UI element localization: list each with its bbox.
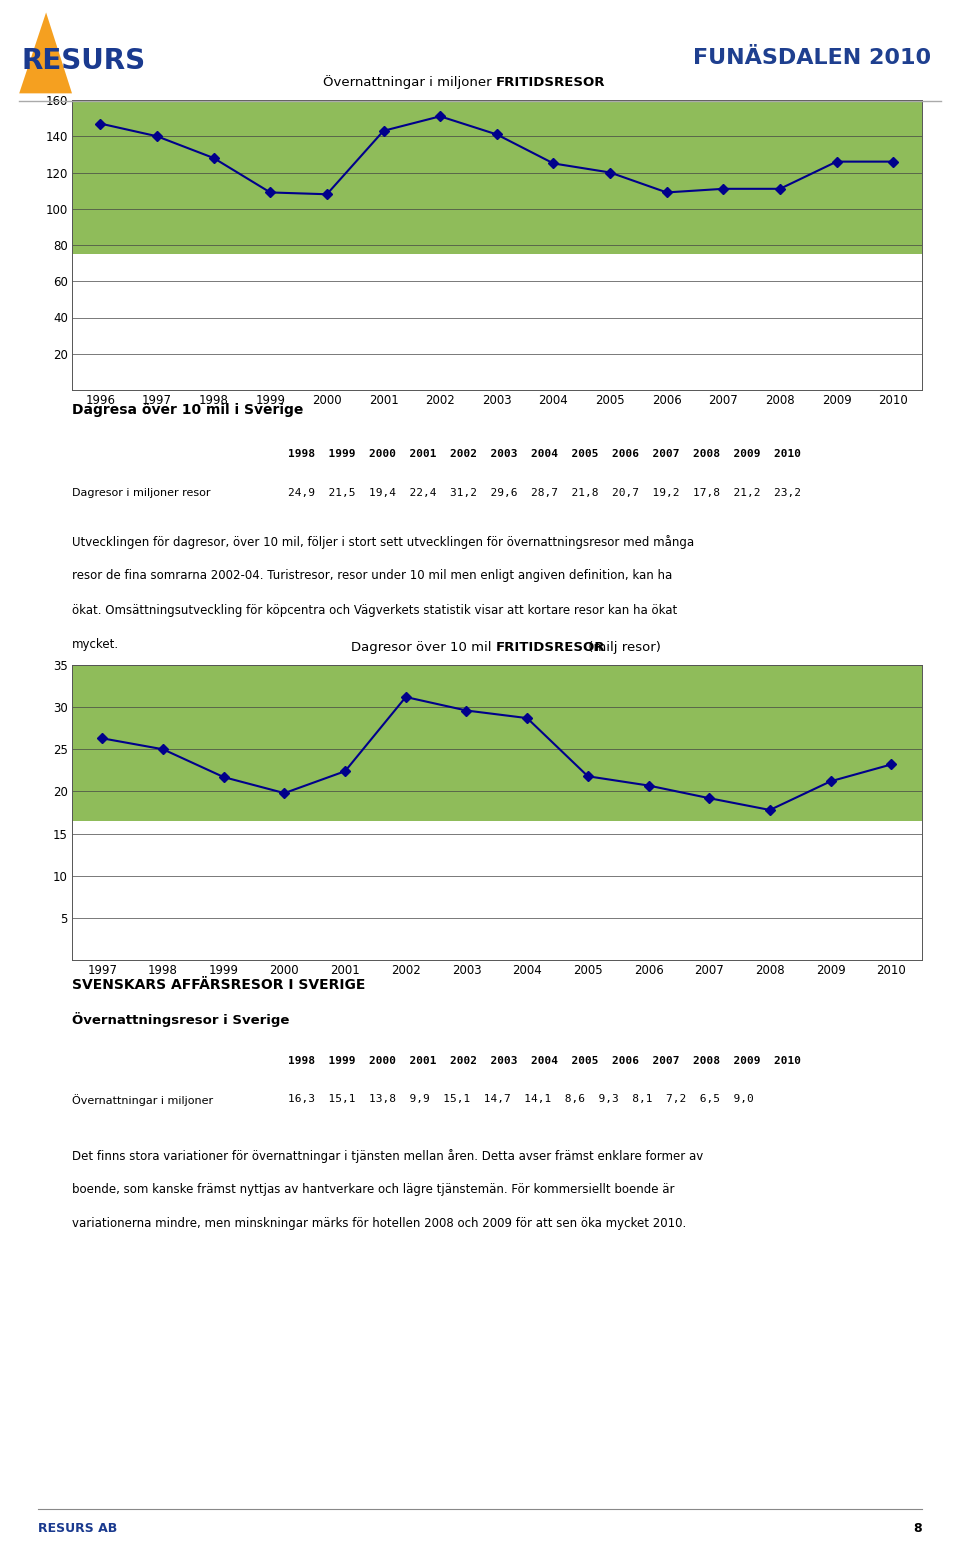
Text: Övernattningar i miljoner: Övernattningar i miljoner: [323, 75, 495, 89]
Text: Övernattningsresor i Sverige: Övernattningsresor i Sverige: [72, 1011, 289, 1027]
Text: 1998  1999  2000  2001  2002  2003  2004  2005  2006  2007  2008  2009  2010: 1998 1999 2000 2001 2002 2003 2004 2005 …: [288, 1055, 801, 1066]
Text: resor de fina somrarna 2002-04. Turistresor, resor under 10 mil men enligt angiv: resor de fina somrarna 2002-04. Turistre…: [72, 569, 672, 582]
Text: Övernattningar i miljoner: Övernattningar i miljoner: [72, 1094, 213, 1106]
Text: Dagresor i miljoner resor: Dagresor i miljoner resor: [72, 489, 210, 498]
Text: Utvecklingen för dagresor, över 10 mil, följer i stort sett utvecklingen för öve: Utvecklingen för dagresor, över 10 mil, …: [72, 535, 694, 549]
Text: FRITIDSRESOR: FRITIDSRESOR: [495, 76, 606, 89]
Text: SVENSKARS AFFÄRSRESOR I SVERIGE: SVENSKARS AFFÄRSRESOR I SVERIGE: [72, 977, 366, 991]
Text: 24,9  21,5  19,4  22,4  31,2  29,6  28,7  21,8  20,7  19,2  17,8  21,2  23,2: 24,9 21,5 19,4 22,4 31,2 29,6 28,7 21,8 …: [288, 489, 801, 498]
Text: RESURS: RESURS: [21, 47, 145, 75]
Text: 8: 8: [913, 1522, 922, 1534]
Text: FUNÄSDALEN 2010: FUNÄSDALEN 2010: [693, 48, 931, 67]
Text: Dagresa över 10 mil i Sverige: Dagresa över 10 mil i Sverige: [72, 403, 303, 417]
Text: RESURS AB: RESURS AB: [38, 1522, 118, 1534]
Text: ökat. Omsättningsutveckling för köpcentra och Vägverkets statistik visar att kor: ökat. Omsättningsutveckling för köpcentr…: [72, 604, 677, 616]
Text: 1998  1999  2000  2001  2002  2003  2004  2005  2006  2007  2008  2009  2010: 1998 1999 2000 2001 2002 2003 2004 2005 …: [288, 450, 801, 459]
Text: 16,3  15,1  13,8  9,9  15,1  14,7  14,1  8,6  9,3  8,1  7,2  6,5  9,0: 16,3 15,1 13,8 9,9 15,1 14,7 14,1 8,6 9,…: [288, 1094, 754, 1105]
Text: mycket.: mycket.: [72, 638, 119, 650]
Bar: [72, 254, 922, 391]
Text: Det finns stora variationer för övernattningar i tjänsten mellan åren. Detta avs: Det finns stora variationer för övernatt…: [72, 1148, 704, 1162]
Text: FRITIDSRESOR: FRITIDSRESOR: [495, 641, 606, 654]
Bar: [72, 822, 922, 960]
Text: boende, som kanske främst nyttjas av hantverkare och lägre tjänstemän. För komme: boende, som kanske främst nyttjas av han…: [72, 1183, 675, 1197]
Text: variationerna mindre, men minskningar märks för hotellen 2008 och 2009 för att s: variationerna mindre, men minskningar mä…: [72, 1217, 686, 1231]
Text: Dagresor över 10 mil: Dagresor över 10 mil: [351, 641, 495, 654]
Text: (milj resor): (milj resor): [584, 641, 661, 654]
